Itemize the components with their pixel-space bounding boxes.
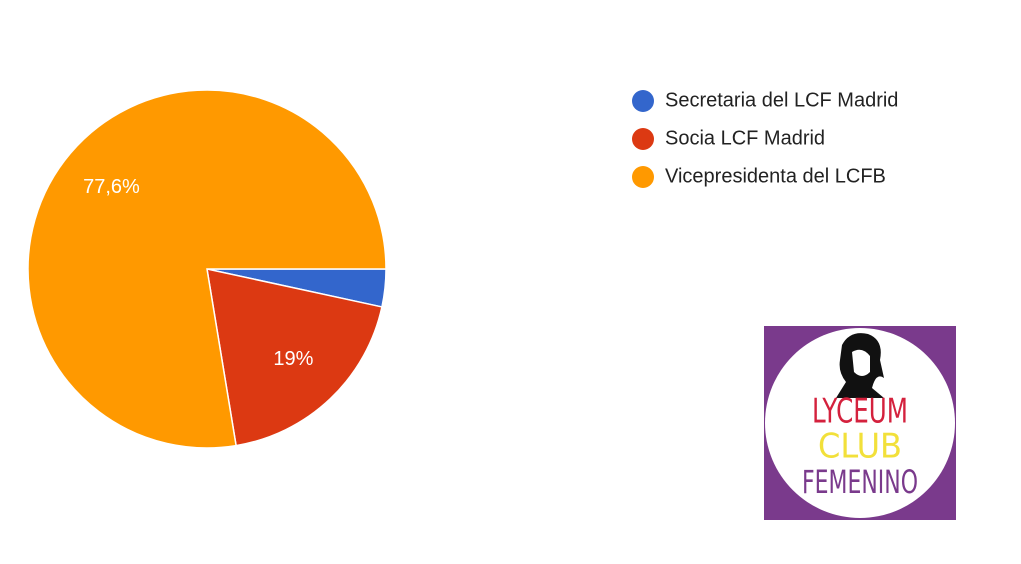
logo-line: FEMENINO (802, 463, 918, 501)
logo-circle (765, 328, 955, 518)
slice-label: 19% (273, 348, 313, 370)
legend-marker (632, 128, 654, 150)
slice-label: 77,6% (83, 176, 140, 198)
pie-slice (27, 89, 387, 449)
legend-label: Vicepresidenta del LCFB (665, 165, 886, 187)
legend-label: Secretaria del LCF Madrid (665, 89, 898, 111)
logo: LYCEUM CLUB FEMENINO (764, 326, 956, 520)
logo-line: CLUB (818, 427, 902, 467)
logo-line: LYCEUM (812, 392, 908, 432)
logo-portrait (836, 333, 884, 398)
legend-marker (632, 166, 654, 188)
legend-marker (632, 90, 654, 112)
pie-slice (206, 268, 383, 447)
legend-label: Socia LCF Madrid (665, 127, 825, 149)
